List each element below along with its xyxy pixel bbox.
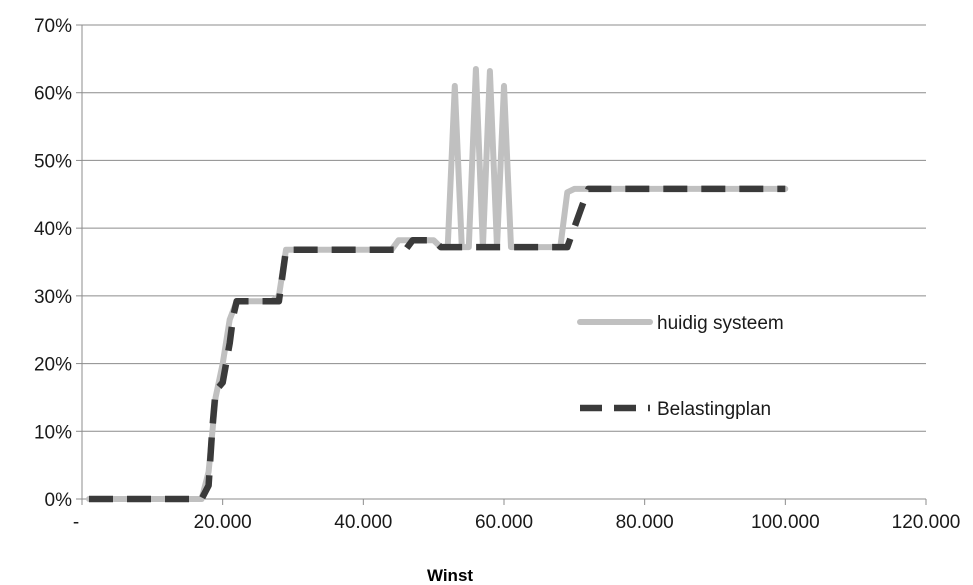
legend-label: huidig systeem (657, 313, 784, 334)
x-tick-label: 80.000 (616, 512, 674, 533)
x-tick-label: 40.000 (334, 512, 392, 533)
legend: huidig systeem Belastingplan (577, 313, 784, 420)
legend-label: Belastingplan (657, 399, 771, 420)
y-tick-label: 20% (34, 355, 72, 376)
x-tick-label: - (73, 512, 79, 533)
series-lines (86, 66, 789, 503)
axes (76, 24, 927, 505)
series-line-belastingplan (89, 185, 786, 503)
series-line-huidig-systeem (86, 66, 789, 502)
x-tick-label: 100.000 (751, 512, 820, 533)
y-tick-label: 40% (34, 219, 72, 240)
y-tick-label: 30% (34, 287, 72, 308)
y-tick-label: 60% (34, 84, 72, 105)
y-tick-label: 0% (45, 490, 73, 511)
x-tick-label: 120.000 (892, 512, 961, 533)
x-tick-label: 20.000 (194, 512, 252, 533)
y-tick-labels: 0% 10% 20% 30% 40% 50% 60% 70% (34, 16, 72, 511)
y-tick-label: 70% (34, 16, 72, 37)
x-tick-labels: - 20.000 40.000 60.000 80.000 100.000 120.000 (73, 512, 961, 533)
y-tick-label: 50% (34, 151, 72, 172)
x-axis-title: Winst (427, 566, 473, 585)
y-tick-label: 10% (34, 422, 72, 443)
x-tick-label: 60.000 (475, 512, 533, 533)
